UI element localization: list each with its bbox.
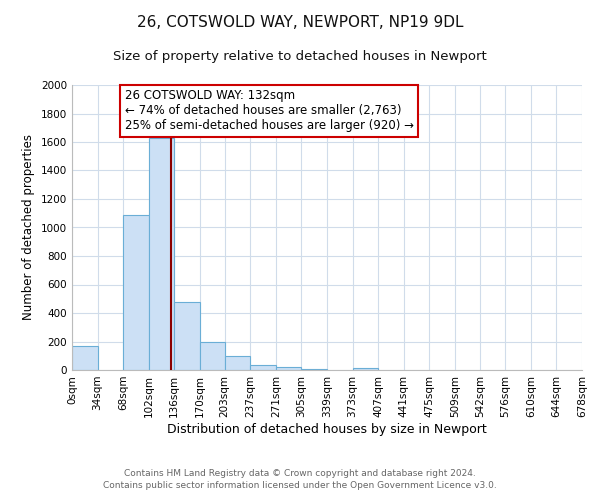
- Bar: [149, 138, 175, 370]
- Bar: [175, 302, 200, 370]
- Text: Contains HM Land Registry data © Crown copyright and database right 2024.
Contai: Contains HM Land Registry data © Crown c…: [103, 468, 497, 490]
- Bar: [72, 346, 98, 370]
- Bar: [123, 216, 149, 370]
- Bar: [250, 365, 276, 370]
- Bar: [276, 367, 301, 370]
- Text: Size of property relative to detached houses in Newport: Size of property relative to detached ho…: [113, 50, 487, 63]
- X-axis label: Distribution of detached houses by size in Newport: Distribution of detached houses by size …: [167, 422, 487, 436]
- Bar: [224, 356, 250, 370]
- Bar: [353, 368, 378, 370]
- Text: 26 COTSWOLD WAY: 132sqm
← 74% of detached houses are smaller (2,763)
25% of semi: 26 COTSWOLD WAY: 132sqm ← 74% of detache…: [125, 90, 413, 132]
- Y-axis label: Number of detached properties: Number of detached properties: [22, 134, 35, 320]
- Bar: [301, 368, 327, 370]
- Bar: [200, 342, 224, 370]
- Text: 26, COTSWOLD WAY, NEWPORT, NP19 9DL: 26, COTSWOLD WAY, NEWPORT, NP19 9DL: [137, 15, 463, 30]
